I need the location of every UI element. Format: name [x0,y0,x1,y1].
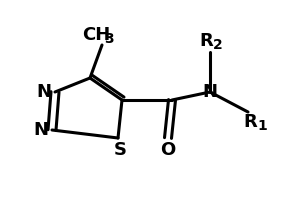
Text: 2: 2 [213,38,223,52]
Text: R: R [243,113,257,131]
Text: N: N [34,121,49,139]
Text: 3: 3 [104,32,114,46]
Text: CH: CH [82,26,110,44]
Text: R: R [199,32,213,50]
Text: S: S [113,141,127,159]
Text: N: N [37,83,52,101]
Text: 1: 1 [257,119,267,133]
Text: N: N [202,83,217,101]
Text: O: O [160,141,175,159]
